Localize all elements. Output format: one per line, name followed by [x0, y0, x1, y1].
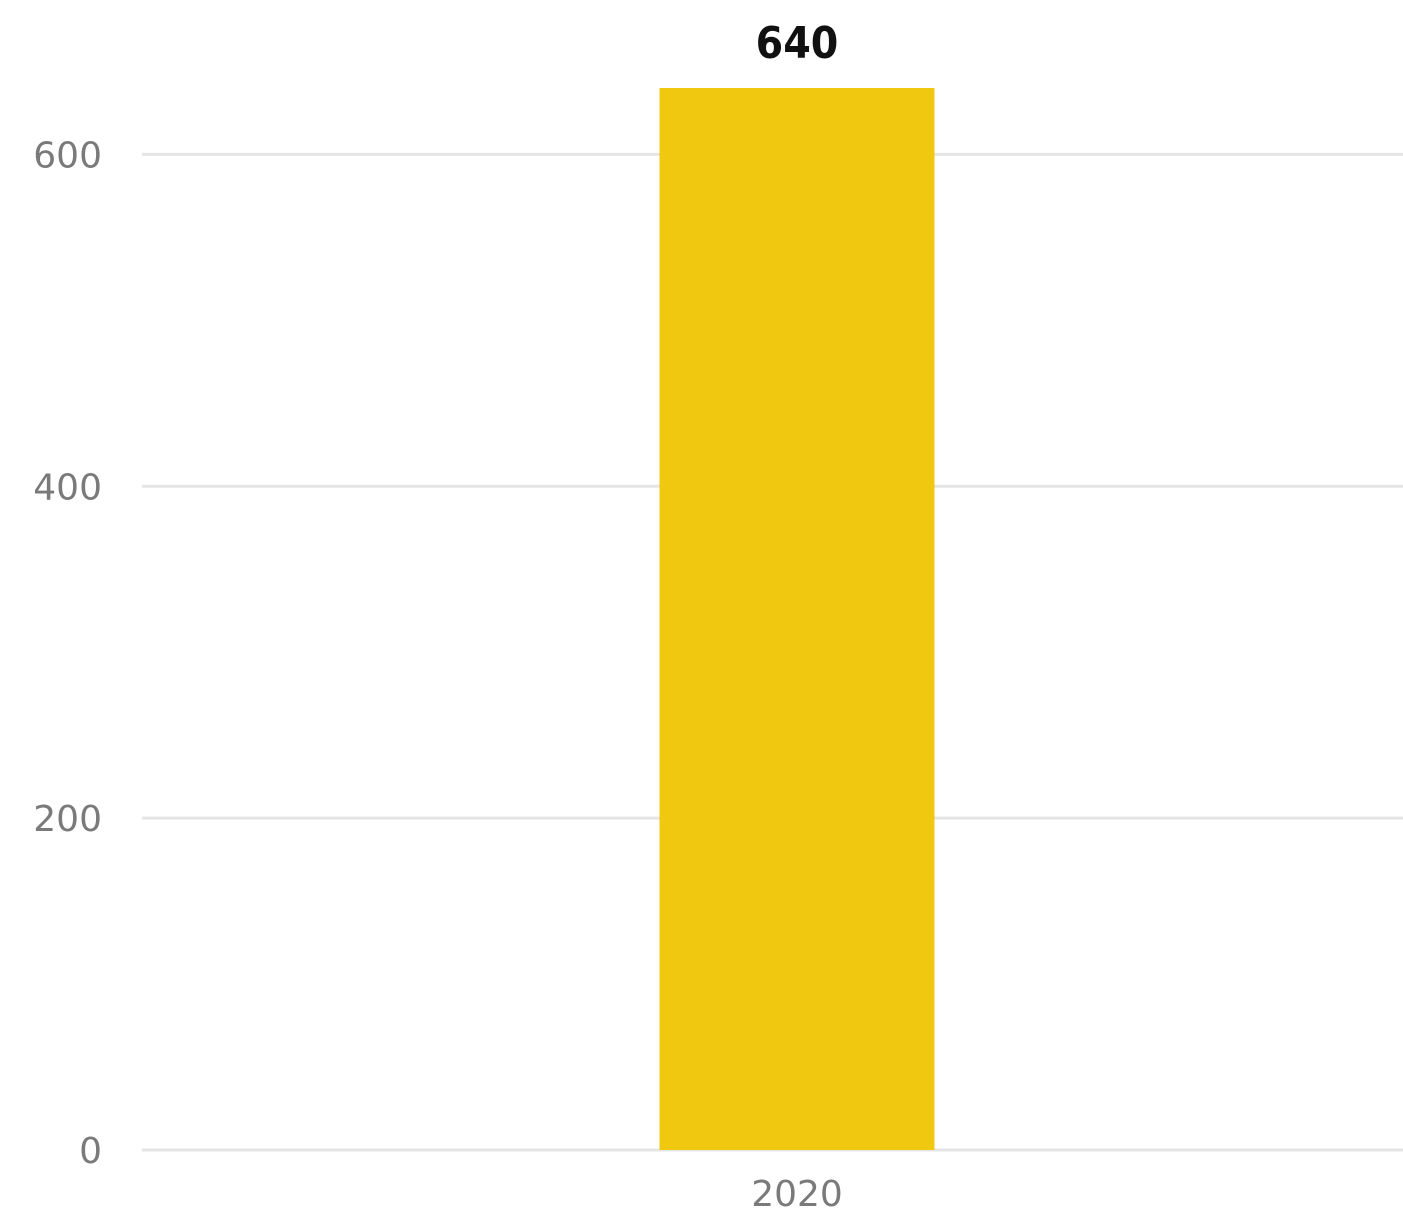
bars: [659, 88, 935, 1150]
y-tick-label: 0: [79, 1131, 102, 1172]
y-axis-ticks: 0 200 400 600: [33, 135, 102, 1172]
x-tick-label: 2020: [751, 1174, 843, 1213]
y-tick-label: 400: [33, 467, 102, 508]
bar-value-label: 640: [756, 18, 839, 69]
y-tick-label: 200: [33, 799, 102, 840]
bar-2020: [659, 88, 935, 1150]
y-tick-label: 600: [33, 135, 102, 176]
x-axis-ticks: 2020: [751, 1174, 843, 1213]
data-labels: 640: [756, 18, 839, 69]
